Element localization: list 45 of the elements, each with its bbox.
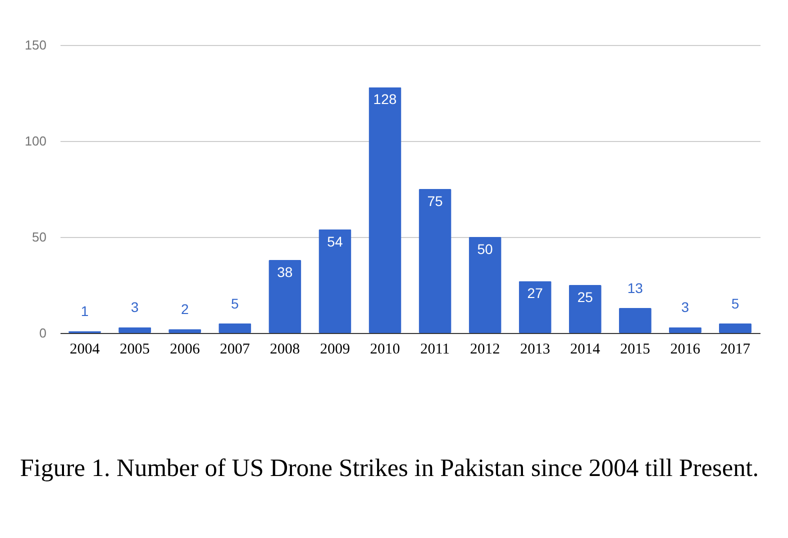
data-label: 5 [230, 295, 239, 312]
x-tick-label: 2017 [720, 342, 751, 358]
x-tick-label: 2007 [220, 342, 250, 358]
data-label: 75 [427, 193, 444, 209]
y-tick-label: 0 [39, 326, 46, 340]
data-label: 3 [681, 299, 690, 316]
data-label: 5 [731, 295, 740, 312]
bar [318, 229, 352, 333]
x-tick-label: 2013 [520, 342, 550, 358]
data-label: 2 [180, 301, 189, 318]
data-label: 1 [80, 303, 89, 320]
caption: Figure 1. Number of US Drone Strikes in Pakistan since 2004 till Present. [20, 454, 760, 484]
x-tick-label: 2016 [670, 342, 701, 358]
bar [518, 281, 552, 333]
x-tick-label: 2006 [170, 342, 200, 358]
x-tick-label: 2012 [470, 342, 500, 358]
data-label: 38 [277, 264, 293, 280]
bar [368, 87, 402, 333]
y-tick-label: 50 [32, 230, 46, 244]
data-label: 25 [577, 289, 594, 305]
x-tick-label: 2014 [570, 342, 601, 358]
x-tick-label: 2009 [320, 342, 350, 358]
bar [668, 327, 702, 333]
bar [218, 323, 252, 333]
bar [468, 237, 502, 333]
x-tick-label: 2005 [120, 342, 150, 358]
y-tick-label: 100 [24, 134, 46, 148]
x-tick-label: 2010 [370, 342, 400, 358]
bar [118, 327, 152, 333]
x-tick-label: 2008 [270, 342, 300, 358]
bar [418, 189, 452, 333]
bar [568, 285, 602, 333]
data-label: 54 [327, 233, 343, 250]
data-label: 128 [373, 91, 397, 108]
x-tick-label: 2011 [420, 342, 450, 358]
bar [618, 308, 652, 333]
x-tick-label: 2015 [620, 342, 650, 358]
x-tick-label: 2004 [70, 342, 100, 358]
data-label: 3 [130, 299, 139, 316]
data-label: 27 [527, 285, 544, 302]
bar [268, 260, 302, 333]
data-label: 13 [627, 280, 644, 296]
y-tick-label: 150 [24, 38, 46, 52]
bar [718, 323, 752, 333]
data-label: 50 [477, 241, 494, 257]
